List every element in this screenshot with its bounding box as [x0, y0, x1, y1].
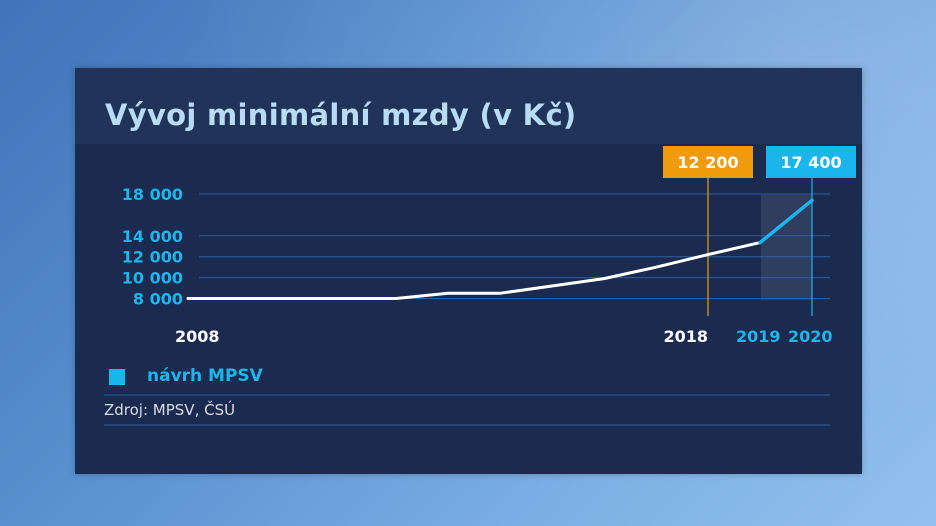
x-tick-label: 2020: [788, 327, 833, 346]
x-tick-label: 2019: [736, 327, 781, 346]
proposal-highlight-band: [761, 195, 812, 300]
proposal-line: [758, 198, 814, 245]
annotation-value: 12 200: [677, 153, 738, 172]
legend-swatch: [109, 369, 125, 385]
annotation-value: 17 400: [780, 153, 841, 172]
title-band: [75, 68, 862, 144]
y-tick-label: 12 000: [122, 248, 183, 267]
line-chart: 18 000 14 000 12 000 10 000 8 000 12 200 17 40…: [104, 146, 856, 426]
chart-panel: Vývoj minimální mzdy (v Kč) 18 000 14 000…: [75, 68, 862, 474]
wage-history-line: [186, 241, 762, 300]
chart-title: Vývoj minimální mzdy (v Kč): [105, 98, 577, 132]
legend-label: návrh MPSV: [147, 366, 263, 386]
y-tick-label: 14 000: [122, 227, 183, 246]
y-tick-label: 18 000: [122, 185, 183, 204]
source-note: Zdroj: MPSV, ČSÚ: [104, 401, 236, 419]
y-tick-label: 10 000: [122, 269, 183, 288]
x-tick-label: 2008: [175, 327, 220, 346]
annotation-box: [663, 146, 753, 178]
y-tick-label: 8 000: [133, 290, 183, 309]
x-tick-label: 2018: [663, 327, 708, 346]
annotation-box: [766, 146, 856, 178]
